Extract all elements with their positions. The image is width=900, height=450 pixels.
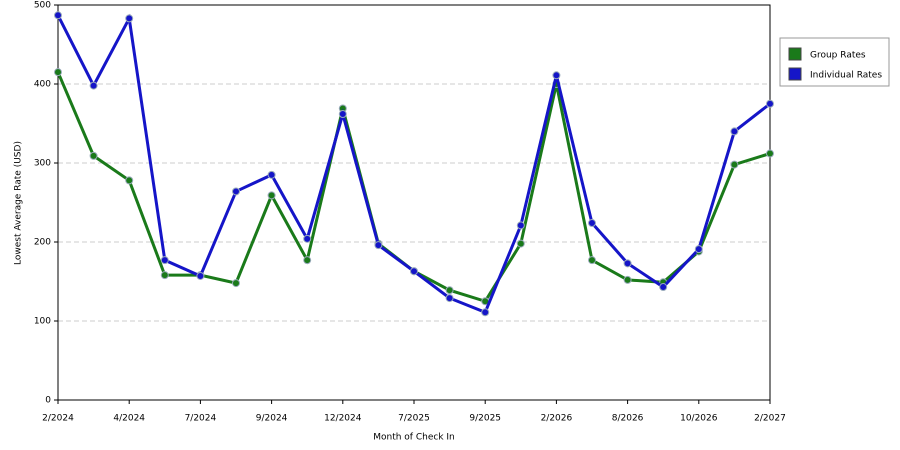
point: [160, 256, 169, 265]
point: [730, 160, 739, 169]
point: [54, 11, 62, 20]
point: [623, 275, 632, 284]
x-tick-label: 10/2026: [680, 414, 718, 424]
point: [374, 241, 383, 250]
point: [588, 256, 596, 265]
y-axis-title: Lowest Average Rate (USD): [14, 141, 24, 265]
y-tick-label: 0: [45, 396, 51, 406]
point: [552, 71, 561, 80]
point: [410, 267, 418, 276]
x-tick-label: 9/2024: [256, 414, 288, 424]
plot-frame: [57, 4, 771, 401]
point: [766, 149, 774, 158]
point: [125, 176, 134, 185]
point: [303, 234, 312, 243]
point: [89, 81, 98, 90]
point: [125, 14, 134, 23]
x-tick-label: 4/2024: [113, 414, 145, 424]
x-tick-label: 2/2027: [754, 414, 786, 424]
y-tick-label: 200: [34, 238, 51, 248]
x-tick-label: 8/2026: [612, 414, 644, 424]
point: [196, 271, 205, 280]
y-tick-label: 300: [34, 159, 51, 169]
y-tick-label: 400: [34, 80, 51, 90]
point: [766, 99, 774, 108]
legend-label: Individual Rates: [810, 71, 882, 81]
series-line: [56, 71, 771, 304]
x-tick-label: 2/2026: [541, 414, 573, 424]
point: [303, 256, 312, 265]
x-tick-label: 2/2024: [42, 414, 74, 424]
point: [516, 239, 525, 248]
point: [659, 283, 668, 292]
point: [516, 221, 525, 230]
point: [232, 187, 240, 196]
x-tick-label: 12/2024: [324, 414, 362, 424]
legend-swatch: [788, 47, 802, 61]
point: [89, 151, 98, 160]
x-tick-label: 9/2025: [469, 414, 501, 424]
x-tick-label: 7/2025: [398, 414, 430, 424]
point: [623, 259, 632, 268]
point: [267, 191, 276, 200]
x-axis-title: Month of Check In: [373, 433, 455, 443]
point: [445, 286, 454, 295]
y-tick-label: 500: [34, 1, 51, 11]
point: [694, 245, 703, 254]
point: [730, 127, 739, 136]
point: [481, 308, 490, 317]
point: [54, 68, 62, 77]
point: [267, 170, 276, 179]
point: [160, 271, 169, 280]
point: [338, 110, 347, 119]
legend-swatch: [788, 67, 802, 81]
point: [588, 219, 596, 228]
x-tick-label: 7/2024: [185, 414, 217, 424]
point: [232, 279, 240, 288]
point: [445, 294, 454, 303]
y-tick-label: 100: [34, 317, 51, 327]
legend-label: Group Rates: [810, 51, 866, 61]
